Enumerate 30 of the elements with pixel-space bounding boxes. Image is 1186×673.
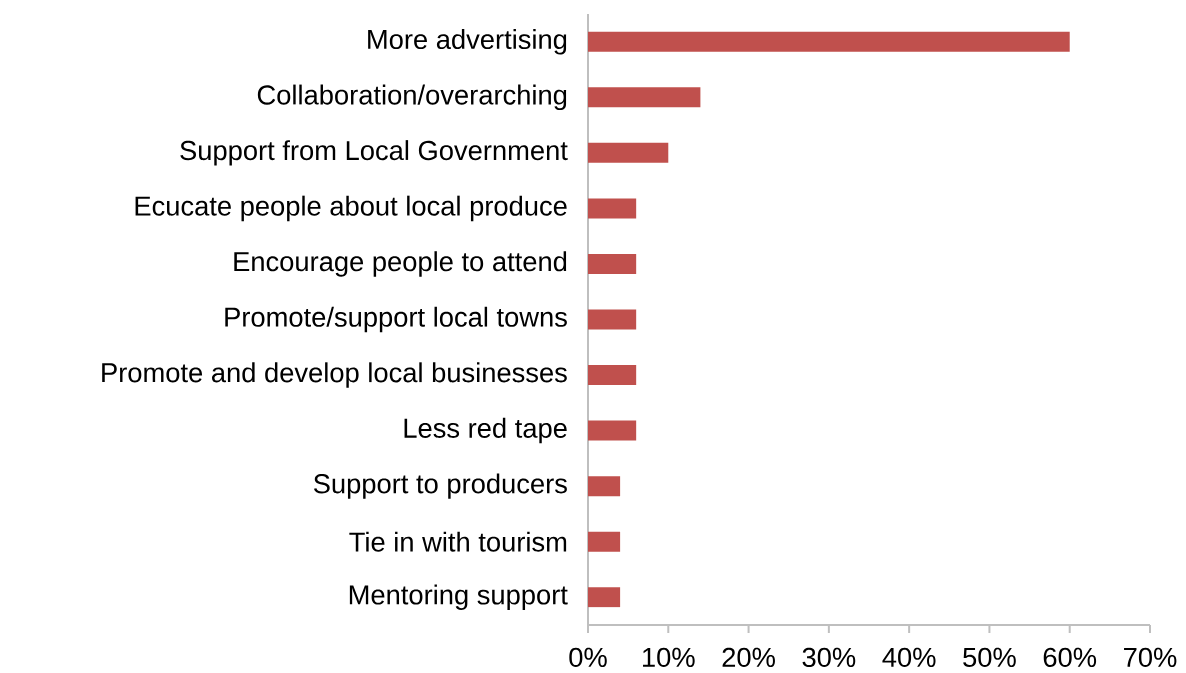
x-tick-label: 50%	[963, 647, 1016, 668]
bar	[588, 476, 621, 497]
y-tick-label: Promote and develop local businesses	[102, 362, 567, 388]
y-tick-label: Encourage people to attend	[234, 251, 567, 277]
bar	[588, 253, 637, 274]
y-tick-label: Tie in with tourism	[349, 531, 567, 552]
x-tick-label: 20%	[722, 647, 775, 668]
y-tick-label: More advertising	[368, 29, 567, 55]
x-tick-label: 60%	[1043, 647, 1097, 668]
y-tick-label: Support to producers	[313, 473, 567, 499]
bar	[588, 587, 621, 608]
y-tick-label: Support from Local Government	[180, 140, 568, 166]
y-tick-label: Ecucate people about local produce	[135, 195, 567, 222]
y-tick-label: Less red tape	[404, 417, 567, 444]
x-tick-label: 10%	[643, 647, 695, 668]
x-tick-label: 0%	[569, 647, 607, 668]
y-tick-label: Promote/support local towns	[225, 306, 567, 333]
x-tick-label: 30%	[802, 647, 856, 668]
y-tick-label: Collaboration/overarching	[257, 84, 567, 111]
bar	[588, 198, 637, 219]
y-tick-label: Mentoring support	[349, 584, 568, 610]
bar	[588, 87, 701, 108]
bar	[588, 365, 637, 386]
x-tick-label: 70%	[1124, 647, 1177, 668]
bar	[588, 142, 669, 163]
bar	[588, 420, 637, 441]
bar	[588, 31, 1070, 52]
bar	[588, 531, 621, 552]
x-tick-label: 40%	[882, 647, 936, 668]
bar	[588, 309, 637, 330]
